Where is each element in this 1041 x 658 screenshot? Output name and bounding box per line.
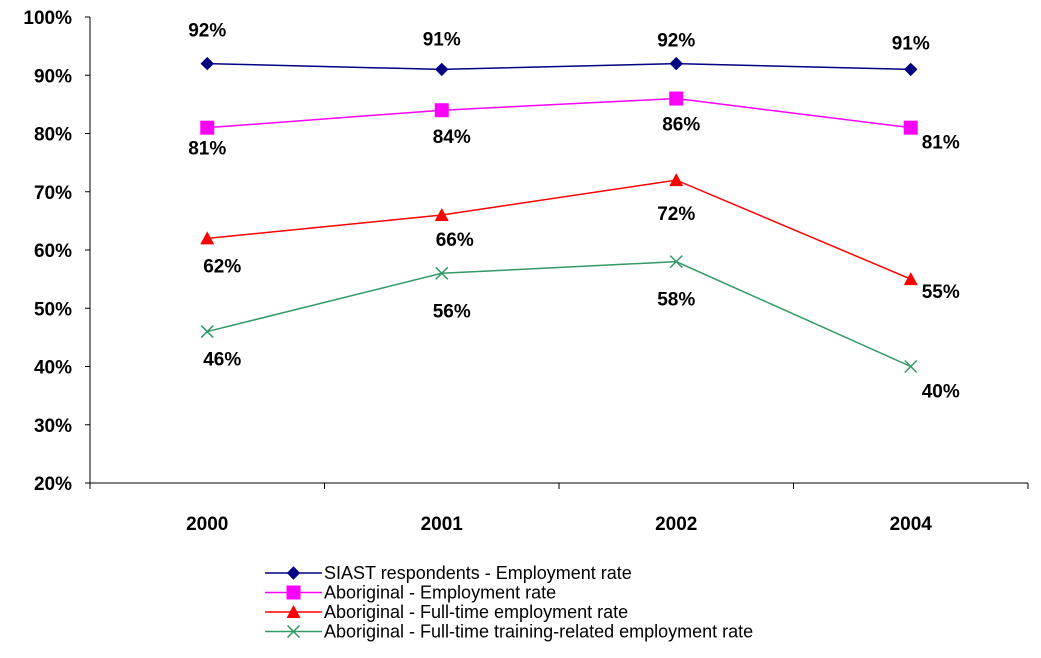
- y-tick-label: 80%: [34, 125, 72, 146]
- data-label: 55%: [922, 282, 960, 303]
- data-label: 66%: [436, 230, 474, 251]
- legend-item: Aboriginal - Employment rate: [265, 583, 556, 603]
- y-tick-label: 100%: [23, 8, 72, 29]
- data-point: [904, 359, 918, 374]
- data-label: 91%: [892, 33, 930, 54]
- legend-marker: [286, 605, 301, 618]
- legend-label: Aboriginal - Full-time training-related …: [324, 622, 753, 642]
- data-labels: 92% 91% 92% 91% 81% 84% 86% 81% 62% 66% 72% 55% 46% 5…: [188, 21, 960, 403]
- data-point: [435, 266, 449, 280]
- legend-marker: [286, 566, 301, 580]
- data-point: [434, 208, 449, 222]
- data-label: 72%: [657, 204, 695, 225]
- y-tick-label: 60%: [34, 241, 72, 262]
- series-1: [200, 56, 918, 77]
- data-point: [435, 62, 449, 77]
- data-point: [669, 255, 683, 269]
- y-tick-label: 40%: [34, 358, 72, 379]
- series-4: [200, 255, 918, 374]
- x-tick-label: 2000: [186, 514, 228, 535]
- series-3: [200, 173, 918, 286]
- y-tick-label: 20%: [34, 474, 72, 495]
- axes: 20% 30% 40% 50% 60% 70% 80% 90% 100% 2000 2001 2002…: [23, 8, 1029, 535]
- data-point: [903, 272, 918, 286]
- data-label: 91%: [423, 29, 461, 50]
- x-tick-label: 2004: [890, 514, 933, 535]
- legend: SIAST respondents - Employment rateAbori…: [265, 563, 753, 642]
- legend-item: Aboriginal - Full-time training-related …: [265, 622, 753, 642]
- data-label: 92%: [657, 31, 695, 52]
- legend-marker: [286, 624, 301, 639]
- data-point: [903, 120, 918, 135]
- data-label: 81%: [188, 139, 226, 160]
- data-label: 86%: [662, 115, 700, 136]
- legend-item: Aboriginal - Full-time employment rate: [265, 602, 628, 622]
- series-layer: [200, 56, 918, 374]
- series-line: [207, 62, 911, 71]
- data-point: [904, 62, 918, 77]
- data-label: 62%: [203, 256, 241, 277]
- data-point: [669, 173, 684, 187]
- data-label: 84%: [433, 127, 471, 148]
- y-tick-label: 50%: [34, 299, 72, 320]
- series-2: [200, 91, 918, 135]
- data-point: [434, 103, 449, 118]
- series-line: [207, 260, 912, 368]
- data-label: 46%: [203, 350, 241, 371]
- data-point: [669, 56, 683, 71]
- legend-marker: [286, 585, 301, 600]
- legend-item: SIAST respondents - Employment rate: [265, 563, 632, 583]
- data-point: [200, 231, 215, 245]
- data-point: [669, 91, 684, 106]
- data-point: [200, 56, 214, 71]
- legend-label: Aboriginal - Employment rate: [324, 583, 556, 603]
- y-tick-label: 70%: [34, 183, 72, 204]
- x-tick-label: 2002: [655, 514, 697, 535]
- series-line: [207, 97, 911, 129]
- legend-label: Aboriginal - Full-time employment rate: [324, 602, 628, 622]
- data-point: [200, 120, 215, 135]
- y-tick-label: 30%: [34, 416, 72, 437]
- data-label: 58%: [657, 290, 695, 311]
- data-point: [200, 325, 214, 339]
- data-label: 56%: [433, 301, 471, 322]
- y-tick-label: 90%: [34, 66, 72, 87]
- legend-label: SIAST respondents - Employment rate: [324, 563, 632, 583]
- data-label: 40%: [922, 382, 960, 403]
- data-label: 92%: [188, 21, 226, 42]
- data-label: 81%: [922, 133, 960, 154]
- x-tick-label: 2001: [421, 514, 464, 535]
- series-line: [207, 179, 912, 280]
